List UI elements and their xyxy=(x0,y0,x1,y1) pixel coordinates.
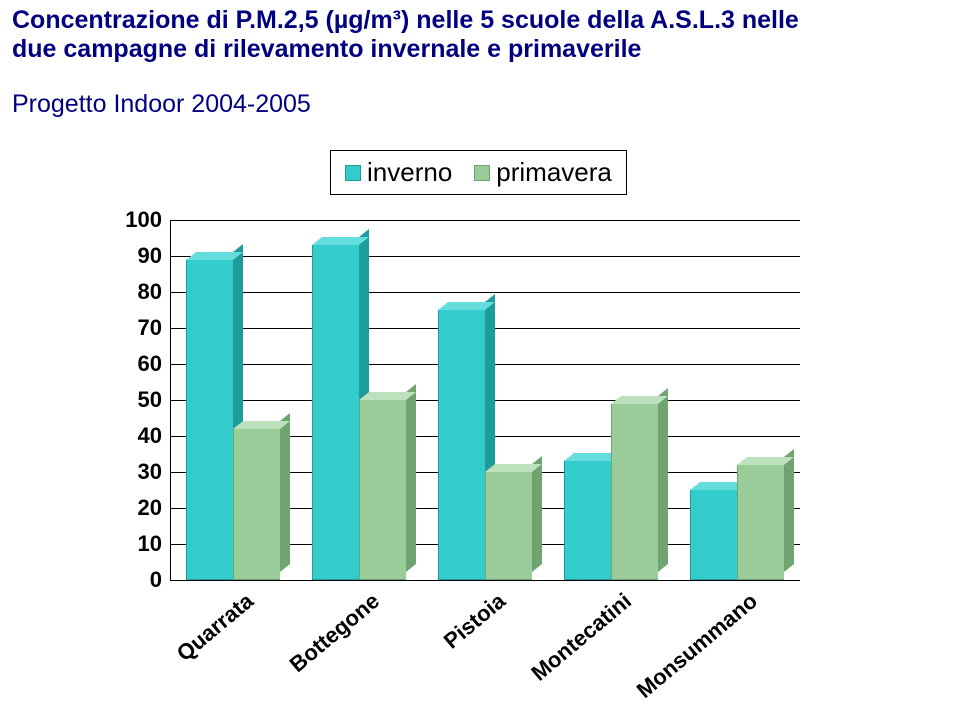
y-tick-label: 80 xyxy=(112,279,162,305)
y-tick-label: 20 xyxy=(112,495,162,521)
gridline xyxy=(170,580,800,581)
bar xyxy=(233,429,280,580)
bar-top xyxy=(611,396,668,404)
y-tick-label: 0 xyxy=(112,567,162,593)
bar-top xyxy=(737,457,794,465)
bar xyxy=(438,310,485,580)
category-label: Bottegone xyxy=(285,588,385,678)
bar xyxy=(359,400,406,580)
bar-chart: 0 10 20 30 40 50 60 70 80 90 100 Quarrata Bottegone… xyxy=(0,0,960,725)
bar xyxy=(564,461,611,580)
bar xyxy=(737,465,784,580)
y-tick-label: 50 xyxy=(112,387,162,413)
y-tick-label: 60 xyxy=(112,351,162,377)
bar-side xyxy=(658,388,668,572)
plot-area xyxy=(170,220,800,580)
bar-side xyxy=(406,384,416,572)
category-label: Monsummano xyxy=(632,588,763,704)
bars-layer xyxy=(170,220,800,580)
bar-top xyxy=(359,392,416,400)
category-label: Montecatini xyxy=(527,588,637,686)
category-label: Pistoia xyxy=(439,588,511,654)
bar xyxy=(312,245,359,580)
bar-top xyxy=(233,421,290,429)
y-tick-label: 40 xyxy=(112,423,162,449)
bar-side xyxy=(280,413,290,572)
bar-side xyxy=(532,456,542,572)
y-axis-line xyxy=(170,220,171,580)
y-tick-label: 100 xyxy=(112,207,162,233)
bar-top xyxy=(186,252,243,260)
y-tick-label: 30 xyxy=(112,459,162,485)
bar xyxy=(611,404,658,580)
bar-side xyxy=(784,449,794,572)
y-tick-label: 10 xyxy=(112,531,162,557)
bar xyxy=(690,490,737,580)
y-tick-label: 90 xyxy=(112,243,162,269)
bar-top xyxy=(485,464,542,472)
y-tick-label: 70 xyxy=(112,315,162,341)
bar xyxy=(186,260,233,580)
bar xyxy=(485,472,532,580)
category-label: Quarrata xyxy=(172,588,259,667)
